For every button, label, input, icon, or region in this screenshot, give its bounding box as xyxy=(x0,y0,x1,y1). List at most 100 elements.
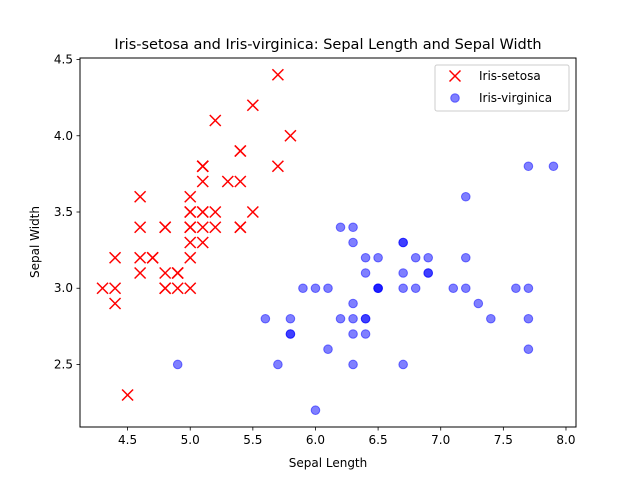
plot-area xyxy=(80,58,576,427)
iris-virginica-point xyxy=(410,252,421,263)
iris-setosa-point xyxy=(209,205,222,219)
iris-virginica-point xyxy=(360,268,371,278)
iris-setosa-point xyxy=(209,114,222,127)
iris-setosa-point xyxy=(146,251,159,264)
x-tick-label: 7.5 xyxy=(494,433,513,447)
iris-virginica-point xyxy=(323,283,333,294)
y-tick-label: 2.5 xyxy=(54,357,73,371)
iris-virginica-point xyxy=(172,359,183,370)
iris-virginica-point xyxy=(335,313,346,324)
iris-setosa-point xyxy=(209,221,222,234)
iris-setosa-point xyxy=(184,251,197,264)
iris-setosa-point xyxy=(234,175,247,188)
iris-setosa-point xyxy=(184,221,197,234)
iris-virginica-point xyxy=(523,283,534,294)
iris-setosa-point xyxy=(134,190,147,203)
axis-ticks: 4.5 5.0 5.5 6.0 6.5 7.0 7.5 8.0 2.5 3.0 3.5 4.0 4.5 xyxy=(54,53,576,447)
data-points xyxy=(96,68,559,416)
iris-setosa-point xyxy=(159,266,172,280)
x-tick-label: 6.0 xyxy=(306,433,325,447)
iris-setosa-point xyxy=(96,282,109,295)
x-axis-label: Sepal Length xyxy=(289,456,368,470)
iris-setosa-point xyxy=(284,129,297,142)
iris-virginica-point xyxy=(460,191,471,202)
iris-setosa-point xyxy=(196,205,209,219)
iris-setosa-point xyxy=(121,388,134,402)
iris-virginica-point xyxy=(460,252,471,263)
iris-setosa-point xyxy=(196,221,209,234)
iris-setosa-point xyxy=(271,160,284,173)
legend: Iris-setosa Iris-virginica xyxy=(434,64,570,112)
x-tick-label: 6.5 xyxy=(369,433,388,447)
iris-virginica-point xyxy=(298,283,308,294)
iris-setosa-point xyxy=(134,266,147,280)
iris-setosa-point xyxy=(134,221,147,234)
iris-virginica-point xyxy=(348,298,358,309)
y-tick-label: 4.0 xyxy=(54,129,73,143)
iris-virginica-point xyxy=(360,313,371,324)
iris-virginica-point xyxy=(310,405,321,416)
iris-virginica-point xyxy=(348,313,358,324)
iris-virginica-point xyxy=(486,313,496,324)
iris-virginica-point xyxy=(260,313,271,324)
iris-setosa-point xyxy=(234,221,247,234)
y-tick-label: 4.5 xyxy=(54,53,73,67)
iris-setosa-point xyxy=(171,282,184,295)
iris-setosa-point xyxy=(246,99,259,112)
iris-virginica-point xyxy=(348,359,358,370)
iris-virginica-point xyxy=(548,161,559,172)
legend-marker-iris-setosa xyxy=(448,69,462,83)
y-axis-label: Sepal Width xyxy=(28,206,42,278)
iris-setosa-point xyxy=(271,68,284,81)
legend-label: Iris-setosa xyxy=(479,69,541,83)
iris-virginica-point xyxy=(511,283,521,294)
iris-virginica-point xyxy=(373,252,383,263)
legend-box xyxy=(434,64,570,112)
iris-setosa-point xyxy=(246,205,259,219)
iris-setosa-series xyxy=(96,68,297,402)
iris-setosa-point xyxy=(184,236,197,249)
iris-setosa-point xyxy=(234,144,247,158)
x-tick-label: 7.0 xyxy=(431,433,450,447)
iris-setosa-point xyxy=(184,190,197,203)
iris-setosa-point xyxy=(196,175,209,188)
iris-virginica-series xyxy=(172,161,559,416)
legend-item-iris-virginica: Iris-virginica xyxy=(450,91,552,105)
y-tick-label: 3.0 xyxy=(54,281,73,295)
legend-item-iris-setosa: Iris-setosa xyxy=(448,69,541,83)
iris-virginica-point xyxy=(423,268,434,278)
iris-setosa-point xyxy=(196,236,209,249)
iris-virginica-point xyxy=(348,329,358,339)
iris-setosa-point xyxy=(109,251,122,264)
iris-virginica-point xyxy=(423,252,434,263)
iris-setosa-point xyxy=(171,266,184,280)
iris-virginica-point xyxy=(360,252,371,263)
iris-setosa-point xyxy=(221,175,234,188)
iris-virginica-point xyxy=(523,344,534,355)
iris-virginica-point xyxy=(398,237,408,248)
iris-virginica-point xyxy=(523,161,534,172)
iris-setosa-point xyxy=(109,297,122,310)
iris-virginica-point xyxy=(348,222,358,233)
x-tick-label: 5.5 xyxy=(243,433,262,447)
iris-virginica-point xyxy=(360,329,371,339)
x-tick-label: 8.0 xyxy=(556,433,575,447)
iris-virginica-point xyxy=(448,283,459,294)
iris-virginica-point xyxy=(285,313,296,324)
iris-virginica-point xyxy=(523,313,534,324)
iris-virginica-point xyxy=(460,283,471,294)
x-tick-label: 4.5 xyxy=(118,433,137,447)
iris-virginica-point xyxy=(285,329,296,339)
iris-virginica-point xyxy=(373,283,383,294)
iris-setosa-point xyxy=(134,251,147,264)
iris-virginica-point xyxy=(348,237,358,248)
legend-marker-iris-virginica xyxy=(450,93,460,103)
iris-virginica-point xyxy=(335,222,346,233)
chart-title: Iris-setosa and Iris-virginica: Sepal Le… xyxy=(114,37,541,53)
x-tick-label: 5.0 xyxy=(181,433,200,447)
iris-setosa-point xyxy=(159,221,172,234)
iris-virginica-point xyxy=(273,359,283,370)
iris-virginica-point xyxy=(310,283,321,294)
iris-virginica-point xyxy=(473,298,484,309)
